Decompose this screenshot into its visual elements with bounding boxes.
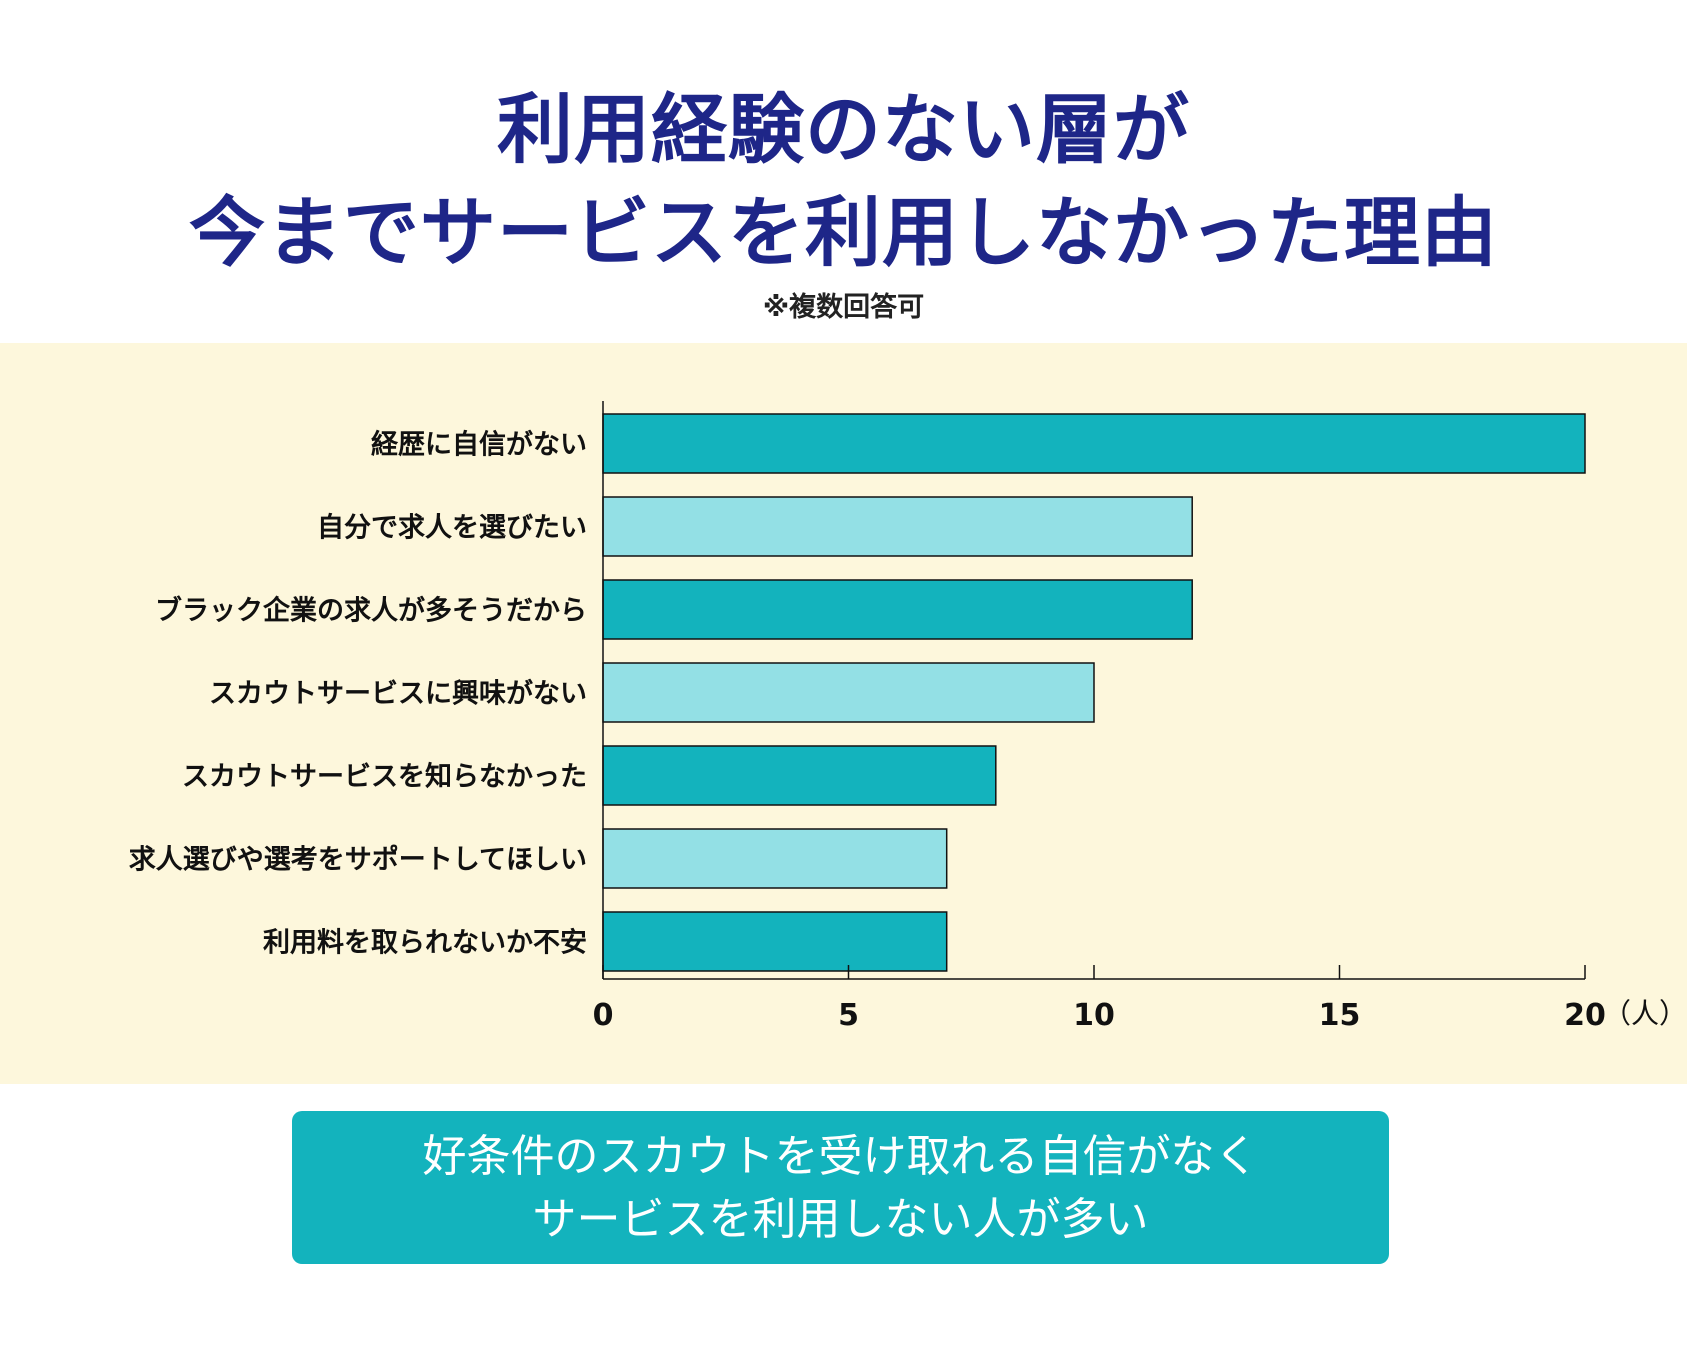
page-title: 利用経験のない層が 今までサービスを利用しなかった理由 [0, 78, 1687, 284]
multiple-answer-note: ※複数回答可 [762, 292, 925, 323]
summary-box: 好条件のスカウトを受け取れる自信がなく サービスを利用しない人が多い [292, 1111, 1389, 1264]
x-tick-label-15: 15 [1319, 998, 1361, 1033]
summary-line-1: 好条件のスカウトを受け取れる自信がなく [422, 1130, 1259, 1182]
category-label-4: スカウトサービスに興味がない [209, 678, 587, 710]
bar-5 [602, 745, 997, 806]
bar-2 [602, 496, 1193, 557]
x-tick-label-0: 0 [593, 998, 614, 1033]
summary-line-2: サービスを利用しない人が多い [532, 1193, 1149, 1245]
title-line-1: 利用経験のない層が [497, 85, 1190, 174]
category-label-6: 求人選びや選考をサポートしてほしい [129, 845, 587, 876]
x-tick-label-10: 10 [1073, 998, 1115, 1033]
title-line-2: 今までサービスを利用しなかった理由 [189, 188, 1498, 277]
category-label-7: 利用料を取られないか不安 [263, 928, 587, 959]
x-tick-label-20: 20 [1564, 998, 1606, 1033]
x-tick-label-5: 5 [838, 998, 859, 1033]
bar-7 [602, 911, 948, 972]
category-label-2: 自分で求人を選びたい [317, 512, 587, 544]
bar-4 [602, 662, 1095, 723]
category-label-5: スカウトサービスを知らなかった [182, 762, 587, 793]
bar-3 [602, 579, 1193, 640]
category-label-1: 経歴に自信がない [371, 429, 587, 461]
bar-chart: 経歴に自信がない自分で求人を選びたいブラック企業の求人が多そうだからスカウトサー… [129, 401, 1687, 1033]
category-label-3: ブラック企業の求人が多そうだから [155, 595, 587, 627]
bar-6 [602, 828, 948, 889]
bar-1 [602, 413, 1586, 474]
x-axis-unit: （人） [1603, 997, 1687, 1030]
